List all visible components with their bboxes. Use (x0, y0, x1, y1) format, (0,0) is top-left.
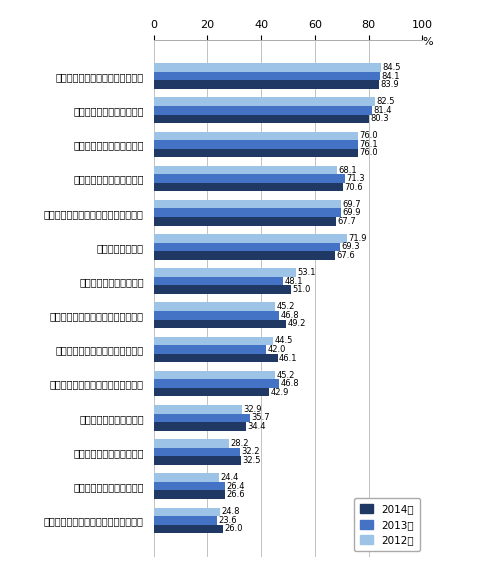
Text: 46.1: 46.1 (279, 353, 298, 362)
Text: 24.4: 24.4 (220, 473, 239, 482)
Text: 45.2: 45.2 (276, 370, 295, 379)
Text: 53.1: 53.1 (298, 268, 316, 277)
Bar (154, 508, 220, 516)
Bar (154, 405, 242, 414)
Text: 44.5: 44.5 (275, 336, 293, 345)
Text: 26.0: 26.0 (225, 524, 243, 533)
Text: 45.2: 45.2 (276, 302, 295, 311)
Bar (154, 448, 240, 456)
Text: 48.1: 48.1 (284, 277, 303, 286)
Bar (154, 106, 372, 115)
Bar (154, 200, 341, 208)
Bar (154, 98, 375, 106)
Bar (154, 379, 279, 388)
Bar (154, 277, 283, 285)
Text: 23.6: 23.6 (218, 516, 237, 525)
Bar (154, 337, 273, 345)
Text: 76.0: 76.0 (359, 148, 378, 157)
Bar (154, 234, 347, 243)
Bar (154, 345, 266, 354)
Bar (154, 311, 279, 320)
Text: 70.6: 70.6 (345, 183, 363, 191)
Bar (154, 80, 379, 89)
Text: 84.5: 84.5 (382, 63, 401, 72)
Bar (154, 456, 241, 465)
Text: 49.2: 49.2 (287, 319, 306, 328)
Text: %: % (422, 37, 433, 47)
Bar (154, 354, 277, 362)
Text: 71.9: 71.9 (348, 234, 367, 243)
Bar (154, 388, 269, 396)
Bar (154, 439, 229, 448)
Text: 69.7: 69.7 (342, 200, 361, 208)
Bar (154, 490, 225, 499)
Text: 71.3: 71.3 (347, 174, 365, 183)
Bar (154, 285, 291, 294)
Text: 46.8: 46.8 (281, 311, 300, 320)
Text: 81.4: 81.4 (374, 106, 392, 115)
Bar (154, 140, 358, 149)
Text: 67.6: 67.6 (336, 251, 355, 260)
Bar (154, 72, 380, 80)
Bar (154, 482, 225, 490)
Legend: 2014年, 2013年, 2012年: 2014年, 2013年, 2012年 (354, 498, 420, 552)
Text: 34.4: 34.4 (247, 422, 266, 431)
Bar (154, 132, 358, 140)
Bar (154, 371, 275, 379)
Text: 84.1: 84.1 (381, 72, 399, 81)
Bar (154, 320, 286, 328)
Bar (154, 303, 275, 311)
Text: 80.3: 80.3 (371, 114, 389, 123)
Text: 28.2: 28.2 (231, 439, 249, 448)
Bar (154, 516, 217, 525)
Text: 42.9: 42.9 (270, 388, 288, 396)
Bar (154, 268, 296, 277)
Bar (154, 217, 336, 225)
Text: 26.6: 26.6 (227, 490, 245, 499)
Text: 83.9: 83.9 (381, 80, 399, 89)
Bar (154, 422, 246, 431)
Text: 82.5: 82.5 (377, 97, 395, 106)
Bar (154, 174, 345, 183)
Bar (154, 166, 336, 174)
Text: 32.9: 32.9 (243, 405, 262, 414)
Text: 42.0: 42.0 (268, 345, 286, 354)
Bar (154, 251, 336, 260)
Bar (154, 414, 250, 422)
Bar (154, 183, 343, 191)
Text: 69.3: 69.3 (341, 243, 360, 252)
Text: 69.9: 69.9 (343, 208, 361, 218)
Text: 35.7: 35.7 (251, 414, 270, 423)
Text: 24.8: 24.8 (222, 507, 240, 516)
Bar (154, 149, 358, 157)
Bar (154, 243, 340, 251)
Text: 46.8: 46.8 (281, 379, 300, 388)
Text: 76.0: 76.0 (359, 131, 378, 140)
Text: 67.7: 67.7 (337, 217, 356, 226)
Bar (154, 473, 219, 482)
Bar (154, 115, 370, 123)
Text: 26.4: 26.4 (226, 482, 244, 491)
Text: 51.0: 51.0 (292, 285, 311, 294)
Text: 32.2: 32.2 (241, 448, 260, 457)
Bar (154, 525, 224, 533)
Text: 32.5: 32.5 (242, 456, 261, 465)
Bar (154, 208, 341, 217)
Text: 68.1: 68.1 (338, 165, 357, 174)
Text: 76.1: 76.1 (360, 140, 378, 149)
Bar (154, 63, 381, 72)
